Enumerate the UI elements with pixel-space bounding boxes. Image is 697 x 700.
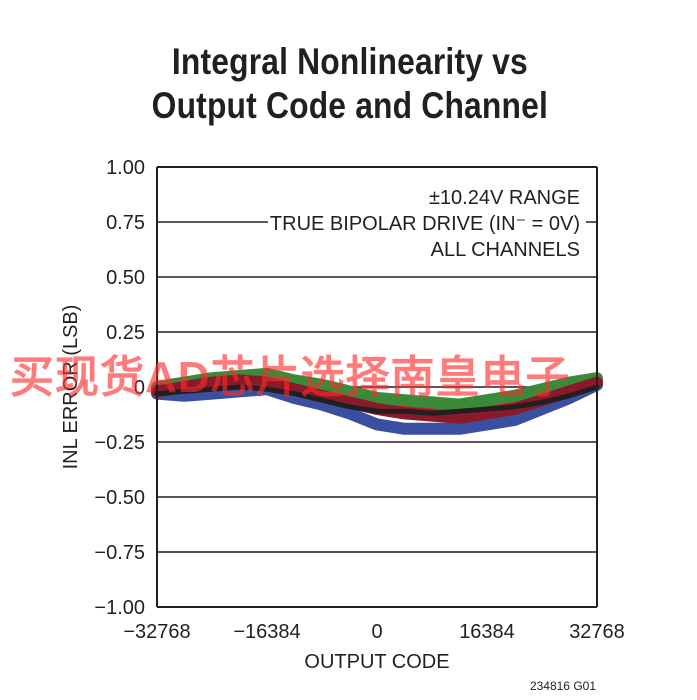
- x-tick-labels: −32768 −16384 0 16384 32768: [123, 621, 624, 643]
- y-tick-labels: −1.00 −0.75 −0.50 −0.25 0 0.25 0.50 0.75 1.00: [94, 157, 145, 619]
- figure-id: 234816 G01: [530, 679, 596, 693]
- x-tick-label-3: 16384: [459, 621, 515, 643]
- chart-title: Integral Nonlinearity vs Output Code and…: [50, 40, 649, 128]
- y-axis-label: INL ERROR (LSB): [60, 305, 82, 470]
- watermark: 买现货AD芯片选择南皇电子: [10, 353, 571, 402]
- x-axis-label: OUTPUT CODE: [304, 651, 449, 673]
- x-tick-label-0: −32768: [123, 621, 190, 643]
- x-tick-label-1: −16384: [233, 621, 300, 643]
- y-tick-label-8: 1.00: [106, 157, 145, 179]
- y-tick-label-1: −0.75: [94, 542, 145, 564]
- series-5-line: [154, 384, 600, 416]
- chart-title-line-1: Integral Nonlinearity vs: [171, 41, 528, 82]
- y-tick-label-6: 0.50: [106, 267, 145, 289]
- annotation-channels: ALL CHANNELS: [431, 239, 580, 261]
- y-tick-label-3: −0.25: [94, 432, 145, 454]
- annotation-box: ±10.24V RANGE TRUE BIPOLAR DRIVE (IN⁻ = …: [268, 182, 586, 262]
- y-tick-label-5: 0.25: [106, 322, 145, 344]
- y-tick-label-4: 0: [134, 377, 145, 399]
- y-tick-label-7: 0.75: [106, 212, 145, 234]
- annotation-drive: TRUE BIPOLAR DRIVE (IN⁻ = 0V): [270, 213, 580, 235]
- chart-title-line-2: Output Code and Channel: [151, 85, 549, 126]
- y-tick-label-2: −0.50: [94, 487, 145, 509]
- y-tick-label-0: −1.00: [94, 597, 145, 619]
- x-tick-label-4: 32768: [569, 621, 625, 643]
- series-1-line: [151, 378, 603, 435]
- annotation-range: ±10.24V RANGE: [429, 187, 580, 209]
- data-series-group: [151, 367, 603, 435]
- axes: [156, 166, 598, 608]
- x-tick-label-2: 0: [371, 621, 382, 643]
